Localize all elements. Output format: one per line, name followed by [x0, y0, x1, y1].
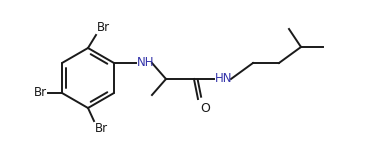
Text: Br: Br — [97, 21, 110, 34]
Text: O: O — [200, 102, 210, 115]
Text: Br: Br — [34, 86, 47, 100]
Text: Br: Br — [95, 122, 108, 135]
Text: NH: NH — [137, 57, 155, 69]
Text: HN: HN — [215, 73, 232, 86]
